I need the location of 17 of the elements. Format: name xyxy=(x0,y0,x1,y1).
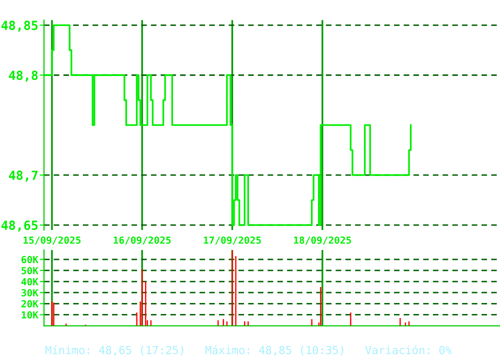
x-tick-label: 17/09/2025 xyxy=(204,236,261,245)
y-tick-label: 50K xyxy=(22,266,38,274)
x-tick-label: 18/09/2025 xyxy=(294,236,351,245)
y-tick-label: 60K xyxy=(22,256,38,264)
y-tick-label: 40K xyxy=(21,278,38,286)
text: Variación: 0% xyxy=(365,345,452,354)
text: Mínimo: 48,65 (17:25) xyxy=(45,345,184,356)
y-tick-label: 48,7 xyxy=(8,170,38,182)
y-tick-label: 48,85 xyxy=(1,20,38,32)
text: Máximo: 48,85 (10:35) xyxy=(205,345,344,356)
y-tick-label: 30K xyxy=(21,289,38,296)
x-tick-label: 16/09/2025 xyxy=(114,236,171,245)
y-tick-label: 10K xyxy=(22,311,38,319)
y-tick-label: 20K xyxy=(21,300,38,308)
y-tick-label: 48,8 xyxy=(8,70,38,82)
y-tick-label: 48,65 xyxy=(1,220,38,232)
x-tick-label: 15/09/2025 xyxy=(24,236,81,245)
